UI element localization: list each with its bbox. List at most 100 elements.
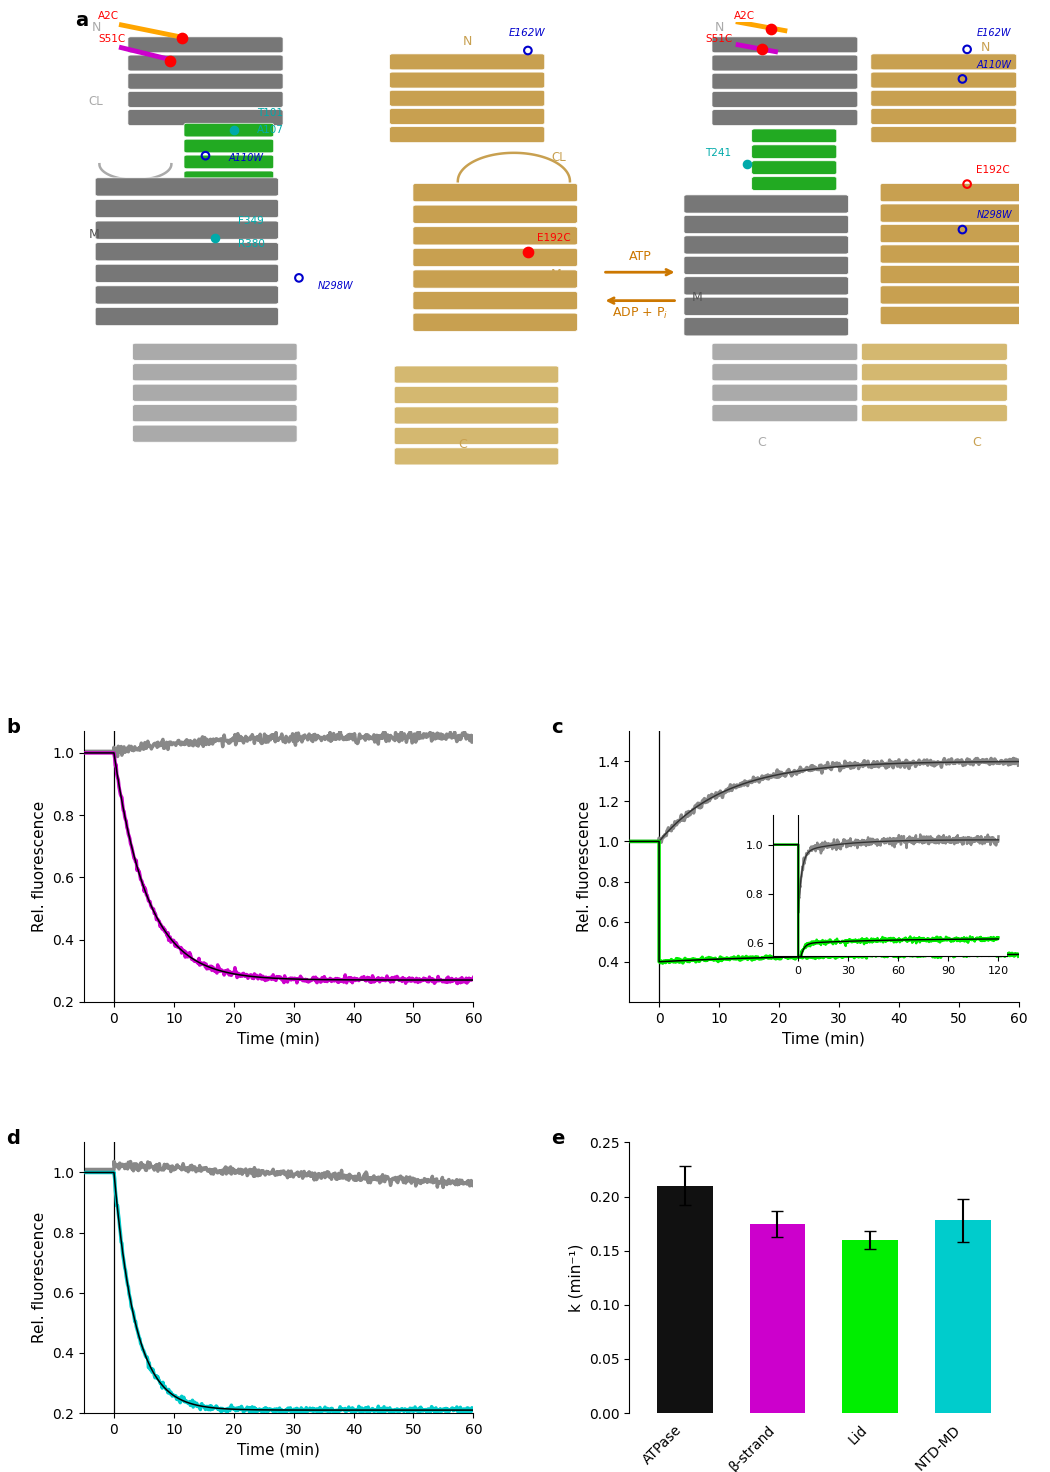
FancyBboxPatch shape [712, 343, 858, 361]
Text: C: C [757, 436, 765, 449]
FancyBboxPatch shape [413, 269, 578, 289]
Text: ADP + P$_i$: ADP + P$_i$ [612, 306, 668, 321]
FancyBboxPatch shape [684, 297, 848, 315]
Text: S51C: S51C [706, 34, 733, 44]
FancyBboxPatch shape [712, 74, 858, 90]
Bar [657, 1186, 713, 1413]
FancyBboxPatch shape [184, 155, 274, 169]
Point [959, 38, 975, 62]
FancyBboxPatch shape [684, 318, 848, 336]
Text: M: M [692, 290, 702, 303]
Text: A107: A107 [257, 125, 284, 135]
Text: E192C: E192C [538, 233, 571, 243]
FancyBboxPatch shape [413, 249, 578, 266]
Text: A2C: A2C [734, 12, 755, 21]
FancyBboxPatch shape [132, 364, 297, 381]
Text: N: N [981, 41, 990, 53]
FancyBboxPatch shape [413, 314, 578, 331]
FancyBboxPatch shape [184, 140, 274, 153]
FancyBboxPatch shape [394, 447, 559, 465]
FancyBboxPatch shape [861, 384, 1007, 402]
FancyBboxPatch shape [880, 306, 1026, 324]
FancyBboxPatch shape [96, 199, 278, 218]
FancyBboxPatch shape [96, 178, 278, 196]
FancyBboxPatch shape [861, 364, 1007, 381]
Text: R380: R380 [238, 238, 265, 249]
FancyBboxPatch shape [413, 205, 578, 224]
Text: e: e [551, 1129, 565, 1148]
FancyBboxPatch shape [861, 405, 1007, 421]
FancyBboxPatch shape [684, 236, 848, 255]
FancyBboxPatch shape [684, 256, 848, 274]
Point [173, 26, 190, 50]
Bar [842, 1239, 898, 1413]
Text: CL: CL [551, 152, 566, 165]
FancyBboxPatch shape [128, 74, 284, 90]
Text: A2C: A2C [98, 12, 119, 21]
Point [225, 118, 242, 141]
Point [207, 227, 224, 250]
FancyBboxPatch shape [870, 72, 1016, 88]
FancyBboxPatch shape [752, 130, 837, 143]
Text: C: C [972, 436, 981, 449]
FancyBboxPatch shape [752, 160, 837, 174]
Point [739, 153, 756, 177]
Point [762, 18, 779, 41]
FancyBboxPatch shape [861, 343, 1007, 361]
Text: E162W: E162W [976, 28, 1011, 38]
FancyBboxPatch shape [96, 286, 278, 305]
Text: E162W: E162W [509, 28, 546, 38]
Text: C: C [458, 439, 466, 452]
Text: S51C: S51C [98, 34, 125, 44]
FancyBboxPatch shape [880, 244, 1026, 263]
Text: A110W: A110W [976, 59, 1011, 69]
FancyBboxPatch shape [132, 343, 297, 361]
FancyBboxPatch shape [684, 194, 848, 213]
FancyBboxPatch shape [132, 405, 297, 421]
FancyBboxPatch shape [880, 286, 1026, 305]
FancyBboxPatch shape [390, 72, 545, 88]
FancyBboxPatch shape [390, 90, 545, 106]
FancyBboxPatch shape [684, 277, 848, 294]
X-axis label: Time (min): Time (min) [237, 1443, 320, 1457]
FancyBboxPatch shape [394, 427, 559, 445]
FancyBboxPatch shape [132, 425, 297, 442]
FancyBboxPatch shape [184, 124, 274, 137]
FancyBboxPatch shape [394, 387, 559, 403]
X-axis label: Time (min): Time (min) [782, 1030, 865, 1047]
Text: b: b [6, 718, 20, 736]
Text: E192C: E192C [976, 165, 1010, 175]
Point [959, 172, 975, 196]
X-axis label: Time (min): Time (min) [237, 1030, 320, 1047]
Text: F349: F349 [238, 216, 264, 225]
Text: N: N [462, 35, 471, 47]
FancyBboxPatch shape [390, 109, 545, 125]
Point [954, 68, 971, 91]
FancyBboxPatch shape [870, 127, 1016, 143]
Point [162, 49, 178, 72]
Text: N298W: N298W [317, 281, 353, 291]
FancyBboxPatch shape [880, 184, 1026, 202]
Text: N: N [91, 21, 101, 34]
Point [520, 38, 537, 62]
FancyBboxPatch shape [96, 265, 278, 283]
FancyBboxPatch shape [712, 384, 858, 402]
Text: CL: CL [88, 94, 103, 107]
Text: C: C [177, 408, 186, 420]
Text: N: N [715, 21, 724, 34]
Y-axis label: Rel. fluorescence: Rel. fluorescence [32, 1211, 46, 1344]
FancyBboxPatch shape [880, 205, 1026, 222]
FancyBboxPatch shape [880, 224, 1026, 243]
Y-axis label: Rel. fluorescence: Rel. fluorescence [576, 801, 592, 932]
FancyBboxPatch shape [96, 221, 278, 240]
FancyBboxPatch shape [128, 109, 284, 125]
FancyBboxPatch shape [128, 91, 284, 107]
Point [520, 240, 537, 263]
Bar [750, 1223, 805, 1413]
Text: M: M [1000, 290, 1010, 303]
FancyBboxPatch shape [394, 367, 559, 383]
FancyBboxPatch shape [870, 54, 1016, 69]
FancyBboxPatch shape [128, 54, 284, 71]
FancyBboxPatch shape [752, 177, 837, 190]
Text: d: d [6, 1129, 20, 1148]
